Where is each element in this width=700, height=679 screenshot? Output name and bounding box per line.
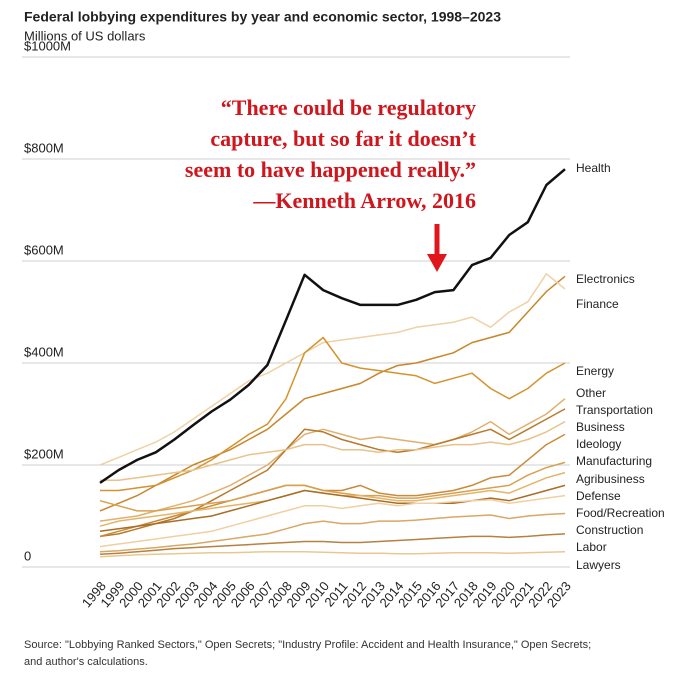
- grid: 0$200M$400M$600M$800M$1000M1998199920002…: [22, 38, 574, 610]
- series-label: Transportation: [576, 403, 653, 417]
- annotation: seem to have happened really.”: [185, 157, 476, 182]
- series-line: [99, 275, 566, 512]
- y-tick-label: $200M: [24, 446, 64, 461]
- labels: Health Electronics Finance Energy Other Trans…: [576, 161, 665, 572]
- series-label: Agribusiness: [576, 472, 645, 486]
- annotation: “There could be regulatory: [221, 95, 476, 120]
- series-label: Energy: [576, 364, 614, 378]
- series-line: [99, 494, 566, 548]
- series-line: [99, 433, 566, 538]
- series-label: Lawyers: [576, 558, 621, 572]
- series-line: [99, 398, 566, 522]
- series-label: Other: [576, 386, 606, 400]
- series-line: [100, 420, 566, 482]
- series-line: [99, 484, 566, 533]
- y-tick-label: $400M: [24, 344, 64, 359]
- series-label: Health: [576, 161, 611, 175]
- series-label: Construction: [576, 523, 643, 537]
- source: and author's calculations.: [24, 656, 148, 668]
- series-label: Food/Recreation: [576, 506, 665, 520]
- series-label: Business: [576, 420, 625, 434]
- source: Source: "Lobbying Ranked Sectors," Open …: [24, 639, 591, 651]
- series-line: [99, 550, 566, 558]
- series-line: [99, 273, 566, 466]
- series-label: Manufacturing: [576, 454, 652, 468]
- chart-title: Federal lobbying expenditures by year an…: [24, 9, 501, 25]
- series-line: [99, 512, 566, 553]
- series-line: [100, 336, 566, 492]
- series-label: Defense: [576, 489, 621, 503]
- y-tick-label: $800M: [24, 140, 64, 155]
- series-line: [99, 168, 566, 484]
- series-line: [99, 408, 566, 538]
- series-label: Labor: [576, 540, 607, 554]
- series-label: Electronics: [576, 272, 635, 286]
- y-tick-label: 0: [24, 548, 31, 563]
- chart-subtitle: Millions of US dollars: [24, 28, 146, 43]
- y-tick-label: $1000M: [24, 38, 71, 53]
- series-label: Ideology: [576, 437, 621, 451]
- lines: [99, 168, 566, 558]
- annotation: —Kenneth Arrow, 2016: [252, 188, 476, 213]
- arrow: [427, 224, 447, 272]
- series-line: [99, 533, 566, 556]
- annotation: capture, but so far it doesn’t: [210, 126, 476, 151]
- series-line: [99, 461, 566, 512]
- y-tick-label: $600M: [24, 242, 64, 257]
- series-label: Finance: [576, 297, 619, 311]
